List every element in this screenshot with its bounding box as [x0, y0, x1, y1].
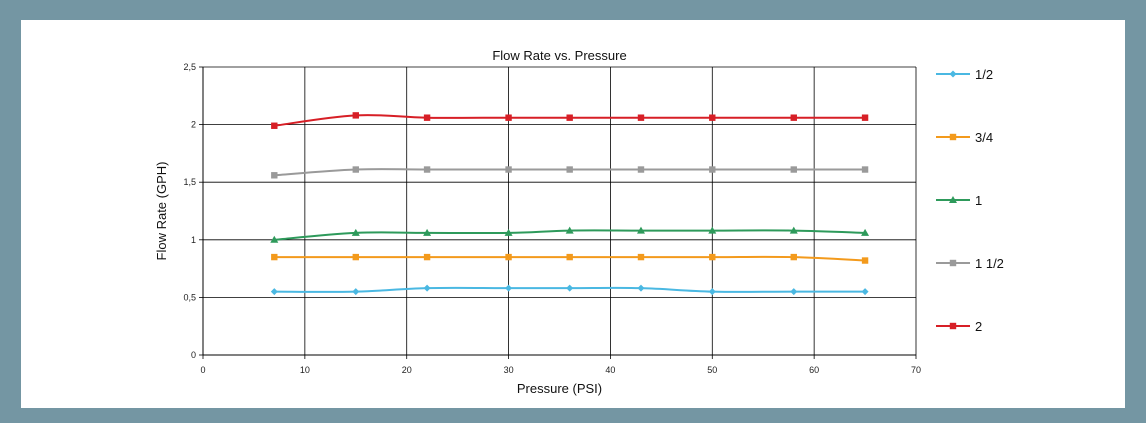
data-point — [709, 253, 716, 261]
legend-marker — [949, 322, 957, 330]
y-tick-label: 0,5 — [183, 292, 196, 302]
series-2 — [271, 253, 869, 264]
y-tick-label: 1 — [191, 235, 196, 245]
data-point — [566, 166, 573, 173]
x-tick-label: 20 — [402, 365, 412, 375]
data-point — [423, 166, 431, 173]
legend-item: 1/2 — [936, 67, 993, 82]
data-point — [637, 284, 645, 292]
legend-marker — [949, 196, 957, 203]
y-tick-label: 2,5 — [183, 62, 196, 72]
y-axis-title: Flow Rate (GPH) — [154, 162, 169, 261]
data-point — [709, 114, 716, 121]
legend-marker — [949, 259, 957, 267]
data-point — [351, 228, 360, 236]
legend-label: 1/2 — [975, 67, 993, 82]
data-point — [708, 288, 716, 296]
data-point — [636, 226, 645, 234]
legend-label: 1 — [975, 193, 982, 208]
chart-panel: Flow Rate vs. Pressure Pressure (PSI) Fl… — [21, 20, 1125, 408]
chart-title: Flow Rate vs. Pressure — [492, 48, 626, 63]
x-tick-label: 60 — [809, 365, 819, 375]
data-point — [637, 114, 645, 121]
data-point — [352, 288, 360, 296]
data-point — [566, 284, 574, 292]
data-point — [861, 166, 869, 173]
data-point — [505, 284, 513, 292]
legend-item: 1 — [936, 193, 982, 208]
data-point — [790, 288, 798, 296]
data-point — [271, 172, 278, 179]
data-point — [790, 114, 797, 121]
data-point — [271, 122, 278, 129]
legend: 1/2 3/4 1 1 1/2 2 — [936, 67, 1004, 334]
data-point — [505, 253, 512, 261]
x-tick-label: 30 — [504, 365, 514, 375]
legend-marker — [949, 70, 957, 78]
data-point — [352, 112, 359, 119]
legend-item: 1 1/2 — [936, 256, 1004, 271]
y-tick-label: 0 — [191, 350, 196, 360]
data-point — [709, 166, 716, 173]
data-point — [423, 228, 432, 236]
data-point — [270, 235, 279, 243]
data-point — [505, 114, 512, 121]
data-point — [790, 166, 797, 173]
data-point — [271, 253, 278, 261]
legend-label: 2 — [975, 319, 982, 334]
data-point — [352, 166, 359, 173]
data-point — [566, 114, 573, 121]
data-point — [861, 228, 870, 236]
x-tick-label: 50 — [707, 365, 717, 375]
data-point — [504, 228, 513, 236]
data-point — [352, 253, 359, 261]
legend-item: 3/4 — [936, 130, 993, 145]
data-point — [423, 284, 431, 292]
legend-label: 1 1/2 — [975, 256, 1004, 271]
x-tick-label: 70 — [911, 365, 921, 375]
x-tick-label: 40 — [605, 365, 615, 375]
data-point — [789, 226, 798, 234]
series-4 — [271, 166, 869, 179]
data-point — [423, 114, 431, 121]
series-5 — [271, 112, 869, 129]
data-point — [637, 253, 645, 261]
data-point — [505, 166, 512, 173]
legend-label: 3/4 — [975, 130, 993, 145]
legend-marker — [949, 133, 957, 141]
data-point — [861, 114, 869, 121]
grid-lines — [199, 66, 917, 359]
legend-item: 2 — [936, 319, 982, 334]
data-point — [423, 253, 431, 261]
x-tick-label: 10 — [300, 365, 310, 375]
data-point — [637, 166, 645, 173]
x-tick-label: 0 — [200, 365, 205, 375]
data-point — [861, 257, 869, 264]
y-tick-label: 1,5 — [183, 177, 196, 187]
series-1 — [270, 284, 869, 296]
data-point — [566, 253, 573, 261]
series-3 — [270, 226, 870, 243]
data-point — [708, 226, 717, 234]
data-point — [861, 288, 869, 296]
y-tick-label: 2 — [191, 120, 196, 130]
data-point — [270, 288, 278, 296]
data-point — [565, 226, 574, 234]
flow-rate-chart: Flow Rate vs. Pressure Pressure (PSI) Fl… — [154, 48, 1004, 396]
x-axis-title: Pressure (PSI) — [517, 381, 602, 396]
data-point — [790, 253, 797, 261]
